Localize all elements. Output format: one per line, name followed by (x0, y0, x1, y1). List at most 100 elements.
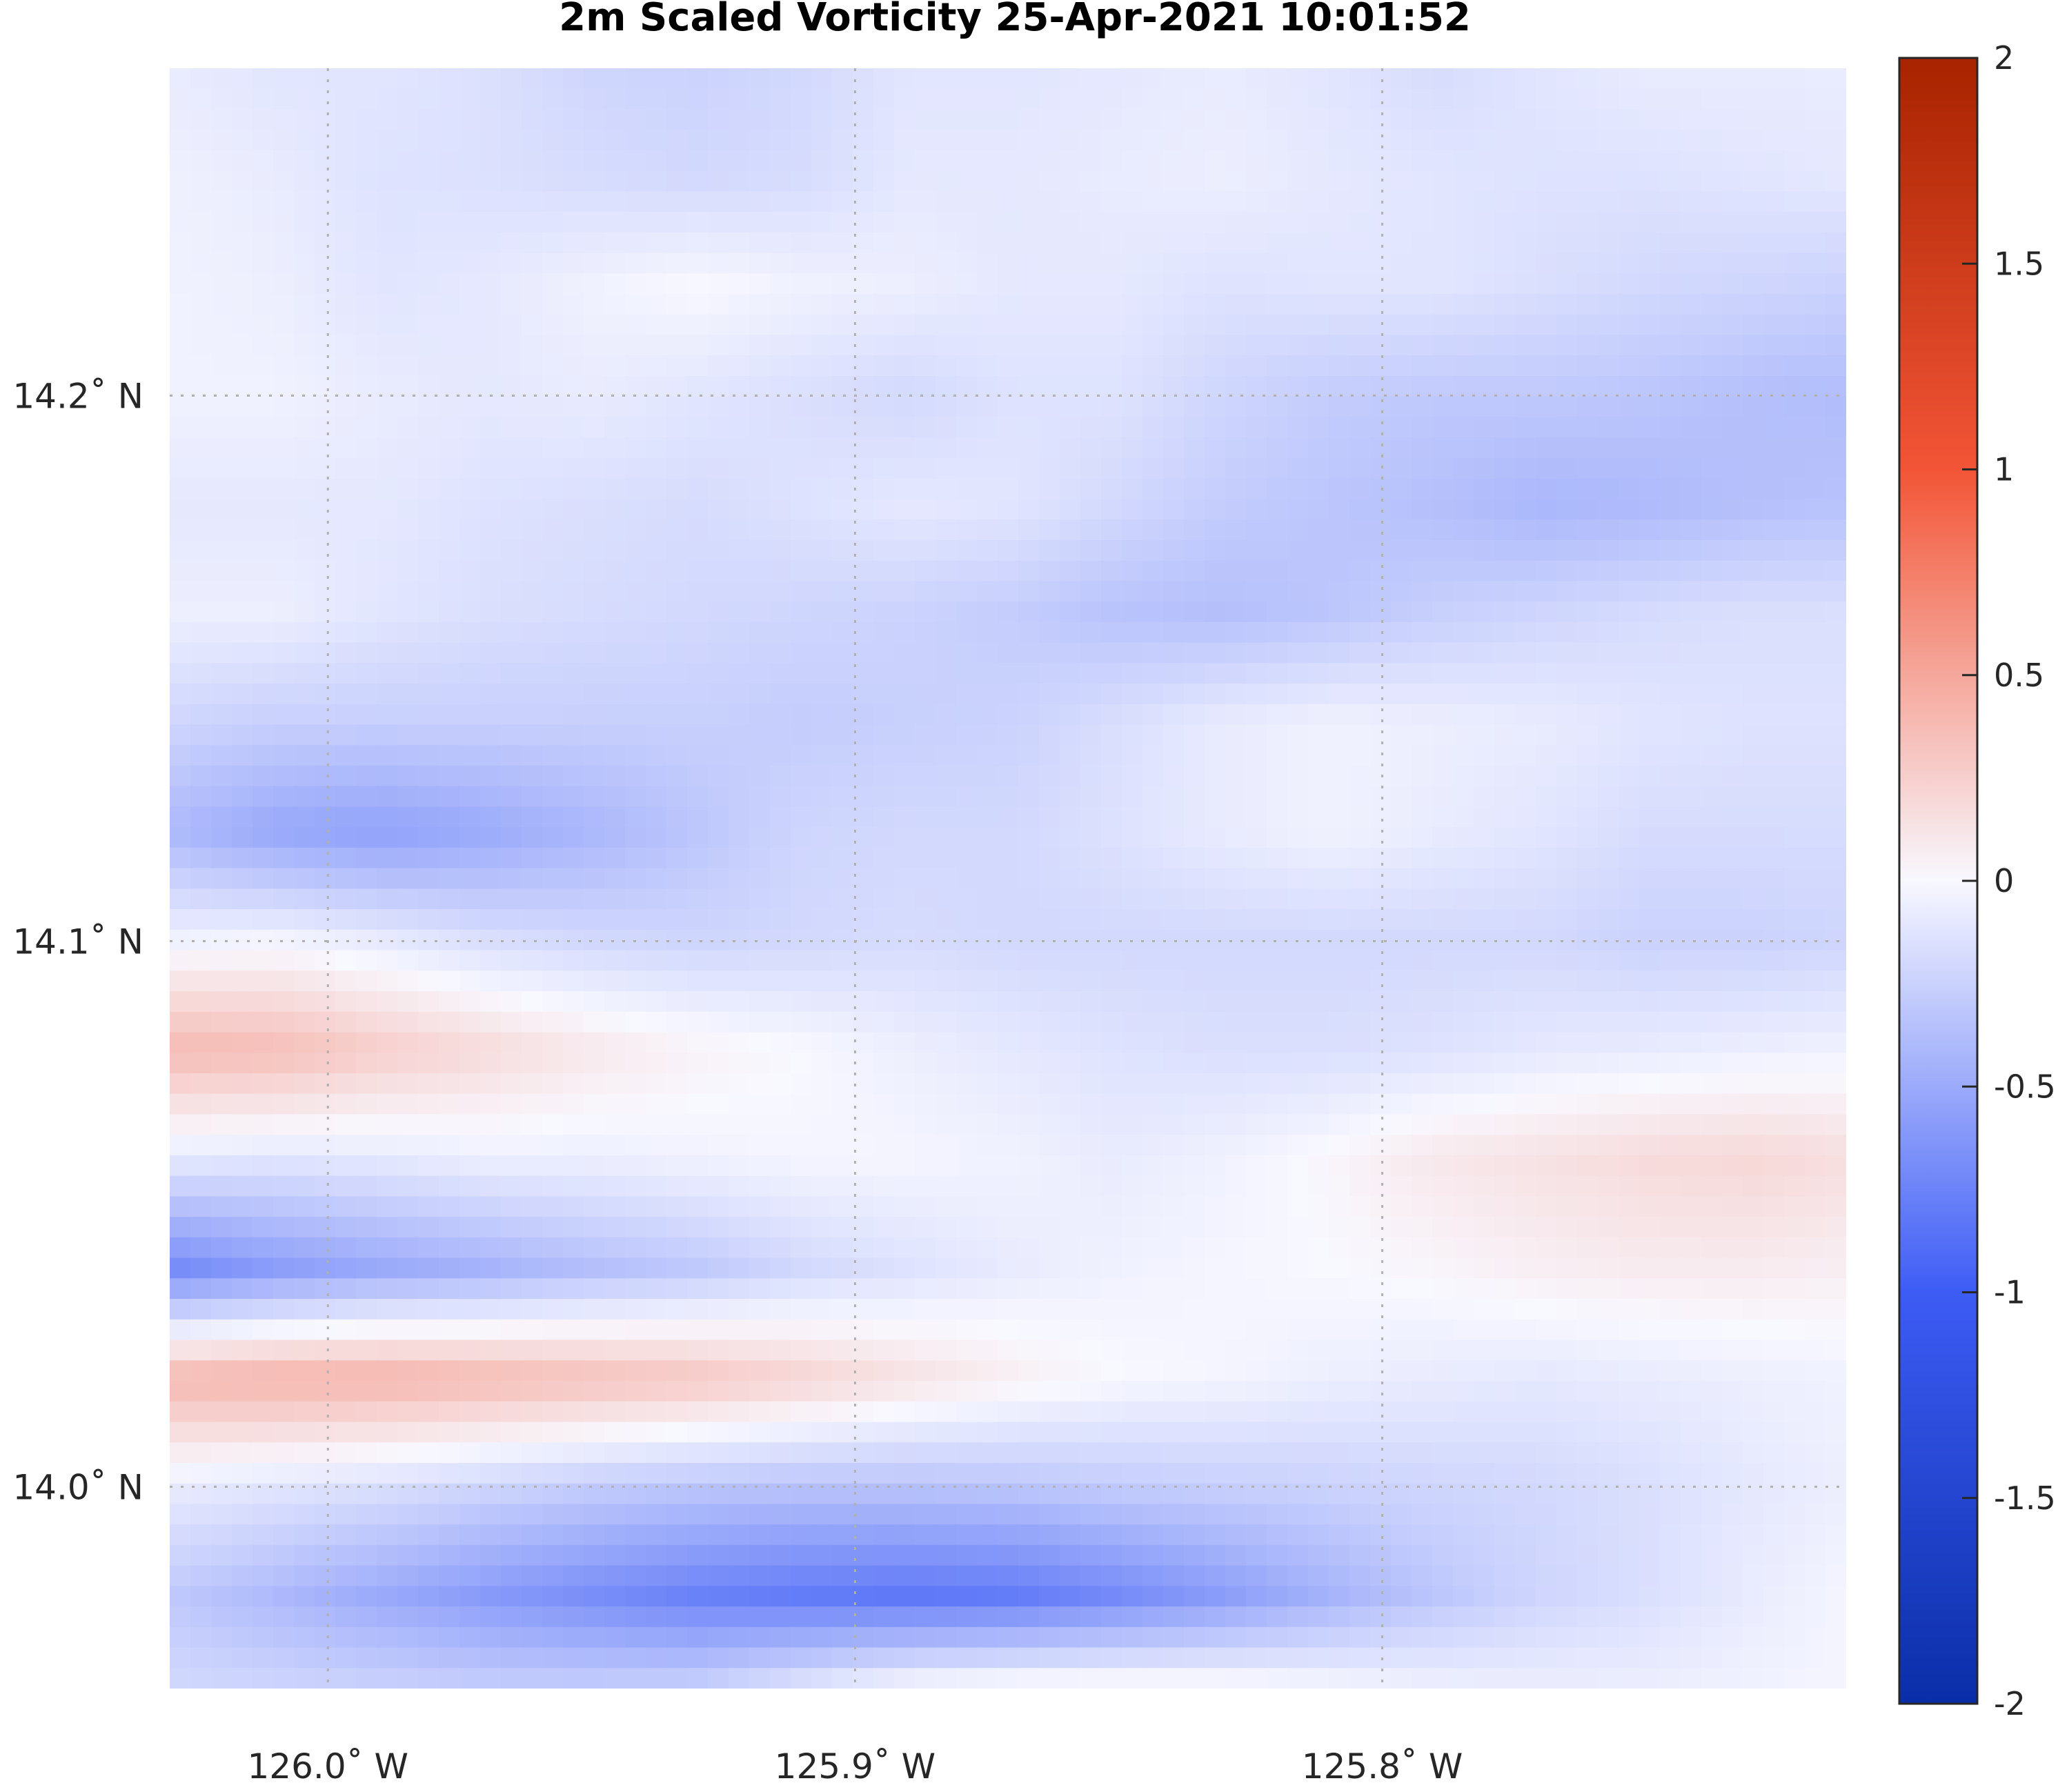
vorticity-cell (1598, 950, 1619, 972)
vorticity-cell (253, 970, 274, 992)
vorticity-cell (232, 457, 253, 479)
vorticity-cell (873, 376, 895, 397)
vorticity-cell (563, 1135, 584, 1156)
vorticity-cell (666, 252, 688, 275)
vorticity-cell (1619, 355, 1640, 377)
vorticity-cell (1225, 601, 1247, 623)
vorticity-cell (1805, 191, 1826, 212)
vorticity-cell (1349, 88, 1371, 110)
vorticity-cell (1453, 437, 1474, 459)
vorticity-cell (294, 642, 315, 664)
vorticity-cell (1743, 88, 1764, 110)
vorticity-cell (1515, 130, 1536, 151)
vorticity-cell (1743, 396, 1764, 418)
vorticity-cell (1412, 314, 1433, 336)
vorticity-cell (1784, 970, 1805, 992)
vorticity-cell (791, 252, 812, 275)
vorticity-cell (1308, 1196, 1329, 1217)
vorticity-cell (1681, 212, 1702, 233)
vorticity-cell (1681, 1114, 1702, 1135)
vorticity-cell (666, 478, 688, 500)
vorticity-cell (1039, 130, 1060, 151)
vorticity-cell (1515, 621, 1536, 644)
vorticity-cell (418, 868, 439, 890)
vorticity-cell (1101, 191, 1122, 212)
vorticity-cell (1287, 68, 1309, 90)
vorticity-cell (1577, 642, 1599, 664)
vorticity-cell (294, 1196, 315, 1217)
vorticity-cell (873, 170, 895, 192)
vorticity-cell (1826, 437, 1846, 459)
vorticity-cell (1308, 1114, 1329, 1135)
vorticity-cell (418, 1278, 439, 1300)
vorticity-cell (646, 847, 667, 869)
vorticity-cell (1577, 88, 1599, 110)
vorticity-cell (335, 1196, 357, 1217)
vorticity-cell (542, 150, 564, 172)
vorticity-cell (1453, 684, 1474, 705)
vorticity-cell (273, 1237, 295, 1259)
vorticity-cell (211, 396, 232, 418)
vorticity-cell (956, 827, 978, 848)
vorticity-cell (1391, 1175, 1412, 1197)
vorticity-cell (1329, 684, 1350, 705)
vorticity-cell (873, 1175, 895, 1197)
vorticity-cell (335, 621, 357, 644)
vorticity-cell (625, 601, 646, 623)
vorticity-cell (356, 765, 377, 787)
vorticity-cell (190, 786, 212, 808)
vorticity-cell (625, 868, 646, 890)
vorticity-cell (646, 1114, 667, 1135)
vorticity-cell (273, 437, 295, 459)
vorticity-cell (1184, 1278, 1205, 1300)
vorticity-cell (1039, 335, 1060, 357)
vorticity-cell (232, 724, 253, 746)
vorticity-cell (1391, 1237, 1412, 1259)
vorticity-cell (1826, 150, 1846, 172)
vorticity-cell (1494, 929, 1516, 951)
vorticity-cell (1826, 888, 1846, 910)
vorticity-cell (666, 212, 688, 233)
vorticity-cell (1474, 1217, 1495, 1238)
vorticity-cell (480, 294, 502, 315)
vorticity-cell (439, 1278, 460, 1300)
vorticity-cell (1660, 724, 1681, 746)
vorticity-cell (501, 684, 522, 705)
vorticity-cell (1308, 621, 1329, 644)
vorticity-cell (646, 745, 667, 766)
vorticity-cell (646, 1053, 667, 1074)
vorticity-cell (232, 765, 253, 787)
vorticity-cell (729, 150, 750, 172)
vorticity-cell (1453, 232, 1474, 254)
vorticity-cell (791, 191, 812, 212)
vorticity-cell (1743, 212, 1764, 233)
vorticity-cell (1722, 191, 1743, 212)
vorticity-cell (253, 314, 274, 336)
vorticity-cell (1122, 88, 1143, 110)
vorticity-cell (1039, 1319, 1060, 1341)
vorticity-cell (1722, 745, 1743, 766)
vorticity-cell (708, 437, 729, 459)
vorticity-cell (1494, 601, 1516, 623)
vorticity-cell (666, 68, 688, 90)
vorticity-cell (977, 519, 998, 541)
vorticity-cell (625, 376, 646, 397)
vorticity-cell (666, 273, 688, 295)
vorticity-cell (397, 273, 419, 295)
vorticity-cell (1453, 376, 1474, 397)
vorticity-cell (1142, 684, 1164, 705)
vorticity-cell (1639, 1135, 1661, 1156)
vorticity-cell (232, 868, 253, 890)
vorticity-cell (977, 1257, 998, 1280)
vorticity-cell (190, 1053, 212, 1074)
vorticity-cell (832, 437, 853, 459)
vorticity-cell (1205, 539, 1226, 561)
vorticity-cell (232, 212, 253, 233)
vorticity-cell (811, 621, 833, 644)
vorticity-cell (1287, 1257, 1309, 1280)
vorticity-cell (1349, 1257, 1371, 1280)
vorticity-cell (1287, 539, 1309, 561)
vorticity-cell (791, 786, 812, 808)
vorticity-cell (1308, 684, 1329, 705)
vorticity-cell (294, 581, 315, 602)
